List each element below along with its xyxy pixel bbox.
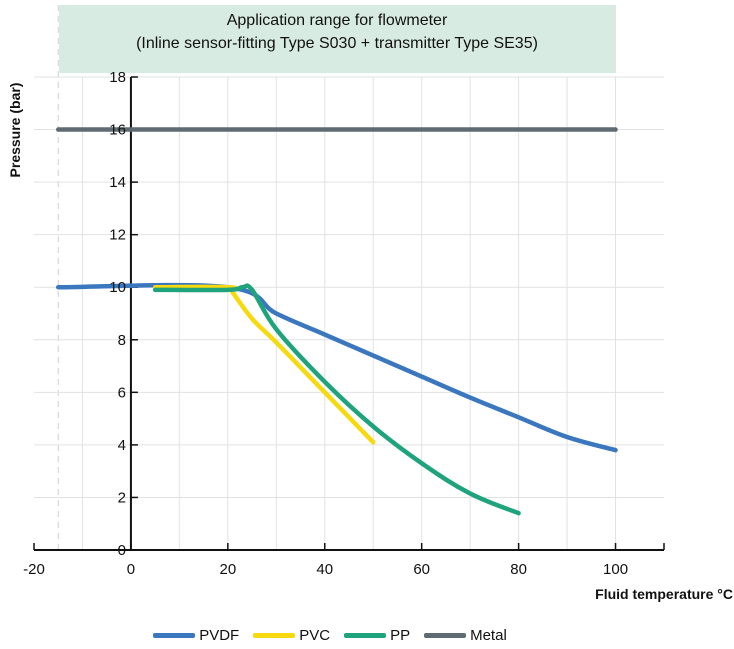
legend-swatch bbox=[344, 632, 387, 638]
legend-item-pvdf: PVDF bbox=[153, 627, 239, 644]
legend-swatch bbox=[153, 632, 196, 638]
title-box bbox=[59, 5, 615, 73]
grid bbox=[34, 5, 664, 550]
y-tick-label: 18 bbox=[109, 69, 126, 86]
series-line-pvdf bbox=[55, 282, 618, 453]
x-tick-label: -20 bbox=[23, 561, 45, 578]
x-tick-label: 20 bbox=[220, 561, 237, 578]
y-tick-label: 4 bbox=[118, 437, 126, 454]
y-tick-label: 6 bbox=[118, 384, 126, 401]
legend-label: PVC bbox=[299, 626, 331, 644]
legend-label: PP bbox=[390, 626, 411, 644]
x-tick-label: 80 bbox=[510, 561, 527, 578]
legend: PVDF PVC PP Metal bbox=[0, 624, 660, 646]
axes bbox=[33, 76, 665, 551]
y-tick-label: 10 bbox=[109, 279, 126, 296]
y-axis-label: Pressure (bar) bbox=[7, 83, 23, 178]
legend-swatch bbox=[424, 632, 467, 638]
tick-labels: 0 2 4 6 8 10 12 14 16 18 -20 0 20 40 60 80 100 bbox=[23, 69, 628, 578]
x-tick-label: 40 bbox=[316, 561, 333, 578]
series-line-pp bbox=[152, 283, 521, 516]
chart: Application range for flowmeter (Inline … bbox=[7, 5, 733, 602]
x-tick-label: 100 bbox=[603, 561, 628, 578]
chart-subtitle: (Inline sensor-fitting Type S030 + trans… bbox=[136, 35, 538, 52]
legend-swatch bbox=[253, 632, 296, 638]
y-tick-label: 0 bbox=[118, 542, 126, 559]
series-line-pvc bbox=[152, 284, 376, 445]
y-tick-label: 16 bbox=[109, 122, 126, 139]
legend-item-pvc: PVC bbox=[253, 627, 330, 644]
series-lines bbox=[55, 127, 618, 516]
legend-item-metal: Metal bbox=[424, 627, 507, 644]
legend-label: Metal bbox=[470, 626, 507, 644]
y-tick-label: 14 bbox=[109, 174, 126, 191]
x-tick-label: 60 bbox=[413, 561, 430, 578]
y-tick-label: 12 bbox=[109, 227, 126, 244]
chart-title: Application range for flowmeter bbox=[227, 12, 448, 29]
y-tick-label: 2 bbox=[118, 489, 126, 506]
y-tick-label: 8 bbox=[118, 332, 126, 349]
x-tick-label: 0 bbox=[127, 561, 135, 578]
x-axis-label: Fluid temperature °C bbox=[595, 586, 733, 602]
legend-label: PVDF bbox=[199, 626, 240, 644]
legend-item-pp: PP bbox=[344, 627, 410, 644]
